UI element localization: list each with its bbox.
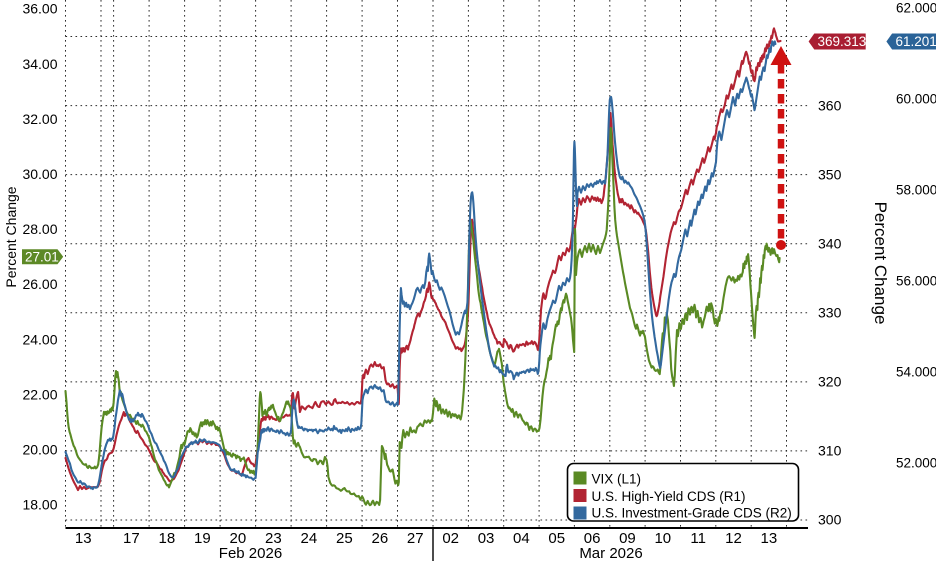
- svg-text:320: 320: [818, 374, 842, 390]
- svg-text:12: 12: [725, 530, 742, 547]
- svg-text:27.01: 27.01: [25, 249, 59, 264]
- svg-text:Percent Change: Percent Change: [3, 186, 19, 287]
- svg-text:330: 330: [818, 305, 842, 321]
- svg-text:24: 24: [301, 530, 318, 547]
- svg-text:VIX (L1): VIX (L1): [592, 472, 642, 487]
- svg-text:Feb 2026: Feb 2026: [219, 545, 282, 561]
- svg-text:U.S. Investment-Grade CDS (R2): U.S. Investment-Grade CDS (R2): [592, 506, 792, 521]
- svg-text:26: 26: [372, 530, 389, 547]
- svg-text:54.000: 54.000: [896, 365, 936, 380]
- svg-text:56.000: 56.000: [896, 274, 936, 289]
- svg-text:13: 13: [75, 530, 92, 547]
- svg-text:05: 05: [548, 530, 565, 547]
- svg-text:300: 300: [818, 512, 842, 528]
- svg-text:03: 03: [478, 530, 495, 547]
- svg-text:350: 350: [818, 166, 842, 182]
- svg-text:18.00: 18.00: [22, 497, 57, 513]
- svg-text:26.00: 26.00: [22, 276, 57, 292]
- svg-text:34.00: 34.00: [22, 56, 57, 72]
- svg-text:11: 11: [690, 530, 706, 547]
- svg-text:19: 19: [194, 530, 211, 547]
- svg-text:369.313: 369.313: [818, 34, 867, 49]
- svg-text:18: 18: [159, 530, 176, 547]
- svg-text:02: 02: [442, 530, 459, 547]
- svg-text:25: 25: [336, 530, 353, 547]
- svg-text:30.00: 30.00: [22, 166, 57, 182]
- svg-text:22.00: 22.00: [22, 386, 57, 402]
- svg-text:310: 310: [818, 443, 842, 459]
- svg-text:20.00: 20.00: [22, 442, 57, 458]
- svg-text:36.00: 36.00: [22, 1, 57, 17]
- svg-text:24.00: 24.00: [22, 331, 57, 347]
- svg-text:04: 04: [513, 530, 530, 547]
- svg-text:10: 10: [654, 530, 671, 547]
- svg-text:60.000: 60.000: [896, 92, 936, 107]
- svg-text:58.000: 58.000: [896, 183, 936, 198]
- svg-text:32.00: 32.00: [22, 111, 57, 127]
- svg-text:62.000: 62.000: [896, 1, 936, 16]
- svg-text:27: 27: [407, 530, 424, 547]
- svg-text:340: 340: [818, 235, 842, 251]
- svg-text:Mar 2026: Mar 2026: [579, 545, 642, 561]
- svg-text:360: 360: [818, 97, 842, 113]
- svg-text:61.201: 61.201: [896, 34, 936, 49]
- svg-text:52.000: 52.000: [896, 456, 936, 471]
- svg-text:28.00: 28.00: [22, 221, 57, 237]
- svg-text:U.S. High-Yield CDS (R1): U.S. High-Yield CDS (R1): [592, 489, 746, 504]
- svg-text:17: 17: [123, 530, 140, 547]
- svg-text:13: 13: [761, 530, 778, 547]
- svg-text:Percent Change: Percent Change: [871, 202, 890, 325]
